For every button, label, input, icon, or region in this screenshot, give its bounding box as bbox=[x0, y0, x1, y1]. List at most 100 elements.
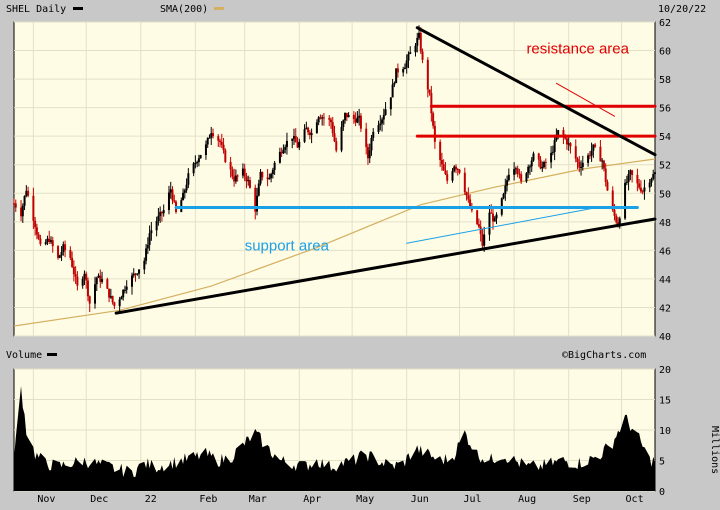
candle-body bbox=[421, 51, 424, 60]
candle-body bbox=[20, 207, 23, 217]
candle-body bbox=[528, 166, 531, 168]
candle-body bbox=[565, 138, 568, 145]
candle-body bbox=[284, 147, 287, 150]
candle-body bbox=[650, 178, 653, 183]
candle-body bbox=[562, 130, 565, 137]
watermark: ©BigCharts.com bbox=[562, 350, 646, 361]
candle-body bbox=[134, 273, 137, 275]
price-tick-label: 50 bbox=[659, 189, 671, 200]
candle-body bbox=[81, 279, 84, 286]
candle-body bbox=[358, 115, 361, 118]
candle-body bbox=[143, 260, 146, 270]
candle-body bbox=[94, 284, 97, 304]
candle-body bbox=[329, 119, 332, 123]
candle-body bbox=[58, 255, 61, 258]
candle-body bbox=[328, 118, 331, 120]
candle-body bbox=[273, 162, 276, 170]
candle-body bbox=[490, 212, 493, 214]
candle-body bbox=[574, 146, 577, 159]
candle-body bbox=[183, 190, 186, 193]
candle-body bbox=[278, 151, 281, 163]
candle-body bbox=[444, 170, 447, 175]
candle-body bbox=[69, 250, 72, 258]
candle-body bbox=[555, 136, 558, 141]
candle-body bbox=[654, 172, 656, 175]
candle-body bbox=[206, 138, 209, 145]
candle-body bbox=[60, 251, 63, 256]
candle-body bbox=[257, 183, 260, 196]
candle-body bbox=[356, 117, 359, 123]
candle-body bbox=[310, 133, 313, 136]
candle-body bbox=[377, 125, 380, 132]
candle-body bbox=[544, 162, 547, 164]
x-tick-label: Jul bbox=[464, 494, 482, 505]
candle-body bbox=[578, 161, 581, 168]
candle-body bbox=[157, 215, 160, 221]
candle-body bbox=[580, 167, 583, 169]
candle-body bbox=[407, 53, 410, 61]
x-tick-label: Sep bbox=[573, 494, 591, 505]
candle-body bbox=[625, 182, 628, 184]
candle-body bbox=[409, 52, 412, 54]
candle-body bbox=[551, 151, 554, 153]
candle-body bbox=[379, 123, 382, 126]
candle-body bbox=[57, 246, 60, 258]
candle-body bbox=[35, 227, 38, 235]
price-tick-label: 40 bbox=[659, 332, 671, 343]
support-pointer bbox=[406, 207, 598, 244]
candle-body bbox=[236, 175, 239, 177]
candle-body bbox=[393, 83, 396, 85]
candle-body bbox=[305, 127, 308, 130]
candle-body bbox=[368, 150, 371, 159]
candle-body bbox=[365, 128, 368, 147]
price-legend: SHEL Daily SMA(200) 10/20/22 bbox=[6, 4, 706, 15]
candle-body bbox=[532, 153, 535, 161]
candle-body bbox=[602, 160, 605, 169]
candle-body bbox=[483, 234, 486, 246]
candle-body bbox=[294, 135, 297, 143]
candle-body bbox=[97, 275, 100, 278]
candle-body bbox=[342, 120, 345, 128]
candle-body bbox=[359, 115, 362, 129]
candle-body bbox=[567, 143, 570, 145]
candle-body bbox=[648, 182, 651, 188]
candle-body bbox=[217, 136, 220, 141]
candle-body bbox=[155, 220, 158, 231]
candle-body bbox=[446, 174, 449, 181]
candle-body bbox=[13, 203, 15, 205]
candle-body bbox=[27, 190, 30, 196]
x-tick-label: Dec bbox=[90, 494, 108, 505]
candle-body bbox=[308, 132, 311, 136]
candle-body bbox=[569, 143, 572, 147]
candle-body bbox=[426, 59, 429, 90]
axis-labels: Nov Dec 22 Feb Mar Apr May Jun Jul Aug Sep Oct 40 42 4… bbox=[37, 18, 671, 505]
candle-body bbox=[467, 195, 470, 200]
candle-body bbox=[64, 244, 67, 251]
candle-body bbox=[581, 162, 584, 168]
candle-body bbox=[204, 144, 207, 156]
candle-body bbox=[146, 244, 149, 249]
candle-body bbox=[553, 140, 556, 152]
price-tick-label: 62 bbox=[659, 18, 671, 29]
sma-200-line bbox=[13, 158, 656, 327]
candle-body bbox=[543, 162, 546, 168]
candle-body bbox=[629, 170, 632, 175]
candle-body bbox=[62, 244, 65, 252]
price-tick-label: 46 bbox=[659, 246, 671, 257]
candle-body bbox=[345, 112, 348, 118]
candle-body bbox=[539, 159, 542, 169]
candle-body bbox=[224, 150, 227, 162]
candle-body bbox=[256, 195, 259, 212]
candle-body bbox=[344, 112, 347, 121]
volume-tick-label: 15 bbox=[659, 396, 671, 407]
candle-body bbox=[74, 274, 77, 277]
candle-body bbox=[340, 127, 343, 151]
candle-body bbox=[125, 286, 128, 290]
sma-swatch bbox=[214, 7, 224, 10]
candle-body bbox=[34, 220, 37, 228]
x-tick-label: Nov bbox=[37, 494, 55, 505]
candle-body bbox=[631, 170, 634, 175]
volume-tick-label: 5 bbox=[659, 457, 665, 468]
candle-body bbox=[520, 174, 523, 182]
candle-body bbox=[243, 168, 246, 177]
